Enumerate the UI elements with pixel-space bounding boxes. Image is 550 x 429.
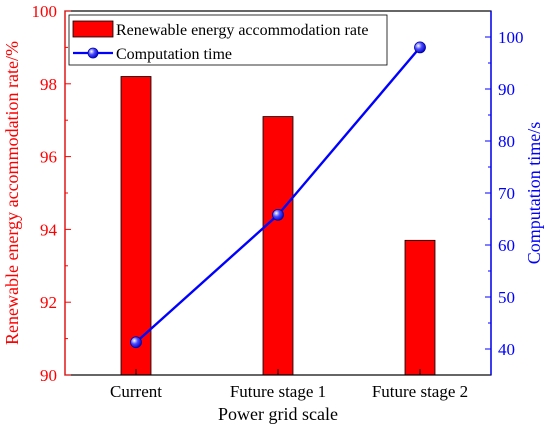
left-tick-label: 100 xyxy=(32,2,58,21)
right-tick-label: 90 xyxy=(498,80,515,99)
right-tick-label: 40 xyxy=(498,340,515,359)
right-tick-label: 80 xyxy=(498,132,515,151)
right-tick-label: 50 xyxy=(498,288,515,307)
line-point xyxy=(131,337,142,348)
left-tick-label: 96 xyxy=(40,148,57,167)
legend-line-marker xyxy=(88,48,98,58)
x-axis-title: Power grid scale xyxy=(218,404,338,424)
right-tick-label: 60 xyxy=(498,236,515,255)
right-tick-label: 70 xyxy=(498,184,515,203)
legend: Renewable energy accommodation rate Comp… xyxy=(69,15,387,65)
right-axis-title: Computation time/s xyxy=(524,122,544,265)
x-tick-label: Future stage 2 xyxy=(372,382,468,401)
bar xyxy=(405,240,435,375)
left-tick-label: 92 xyxy=(40,293,57,312)
right-tick-label: 100 xyxy=(498,28,524,47)
left-tick-label: 90 xyxy=(40,366,57,385)
bars-layer xyxy=(121,77,435,375)
legend-line-label: Computation time xyxy=(116,46,232,63)
bar xyxy=(121,77,151,375)
left-axis-title: Renewable energy accommodation rate/% xyxy=(2,41,22,345)
bar xyxy=(263,117,293,375)
left-tick-label: 98 xyxy=(40,75,57,94)
x-tick-label: Future stage 1 xyxy=(230,382,326,401)
x-tick-label: Current xyxy=(110,382,162,401)
line-point xyxy=(415,42,426,53)
left-tick-label: 94 xyxy=(40,220,58,239)
line-point xyxy=(273,209,284,220)
legend-bar-swatch xyxy=(73,21,113,37)
legend-bar-label: Renewable energy accommodation rate xyxy=(116,22,368,39)
